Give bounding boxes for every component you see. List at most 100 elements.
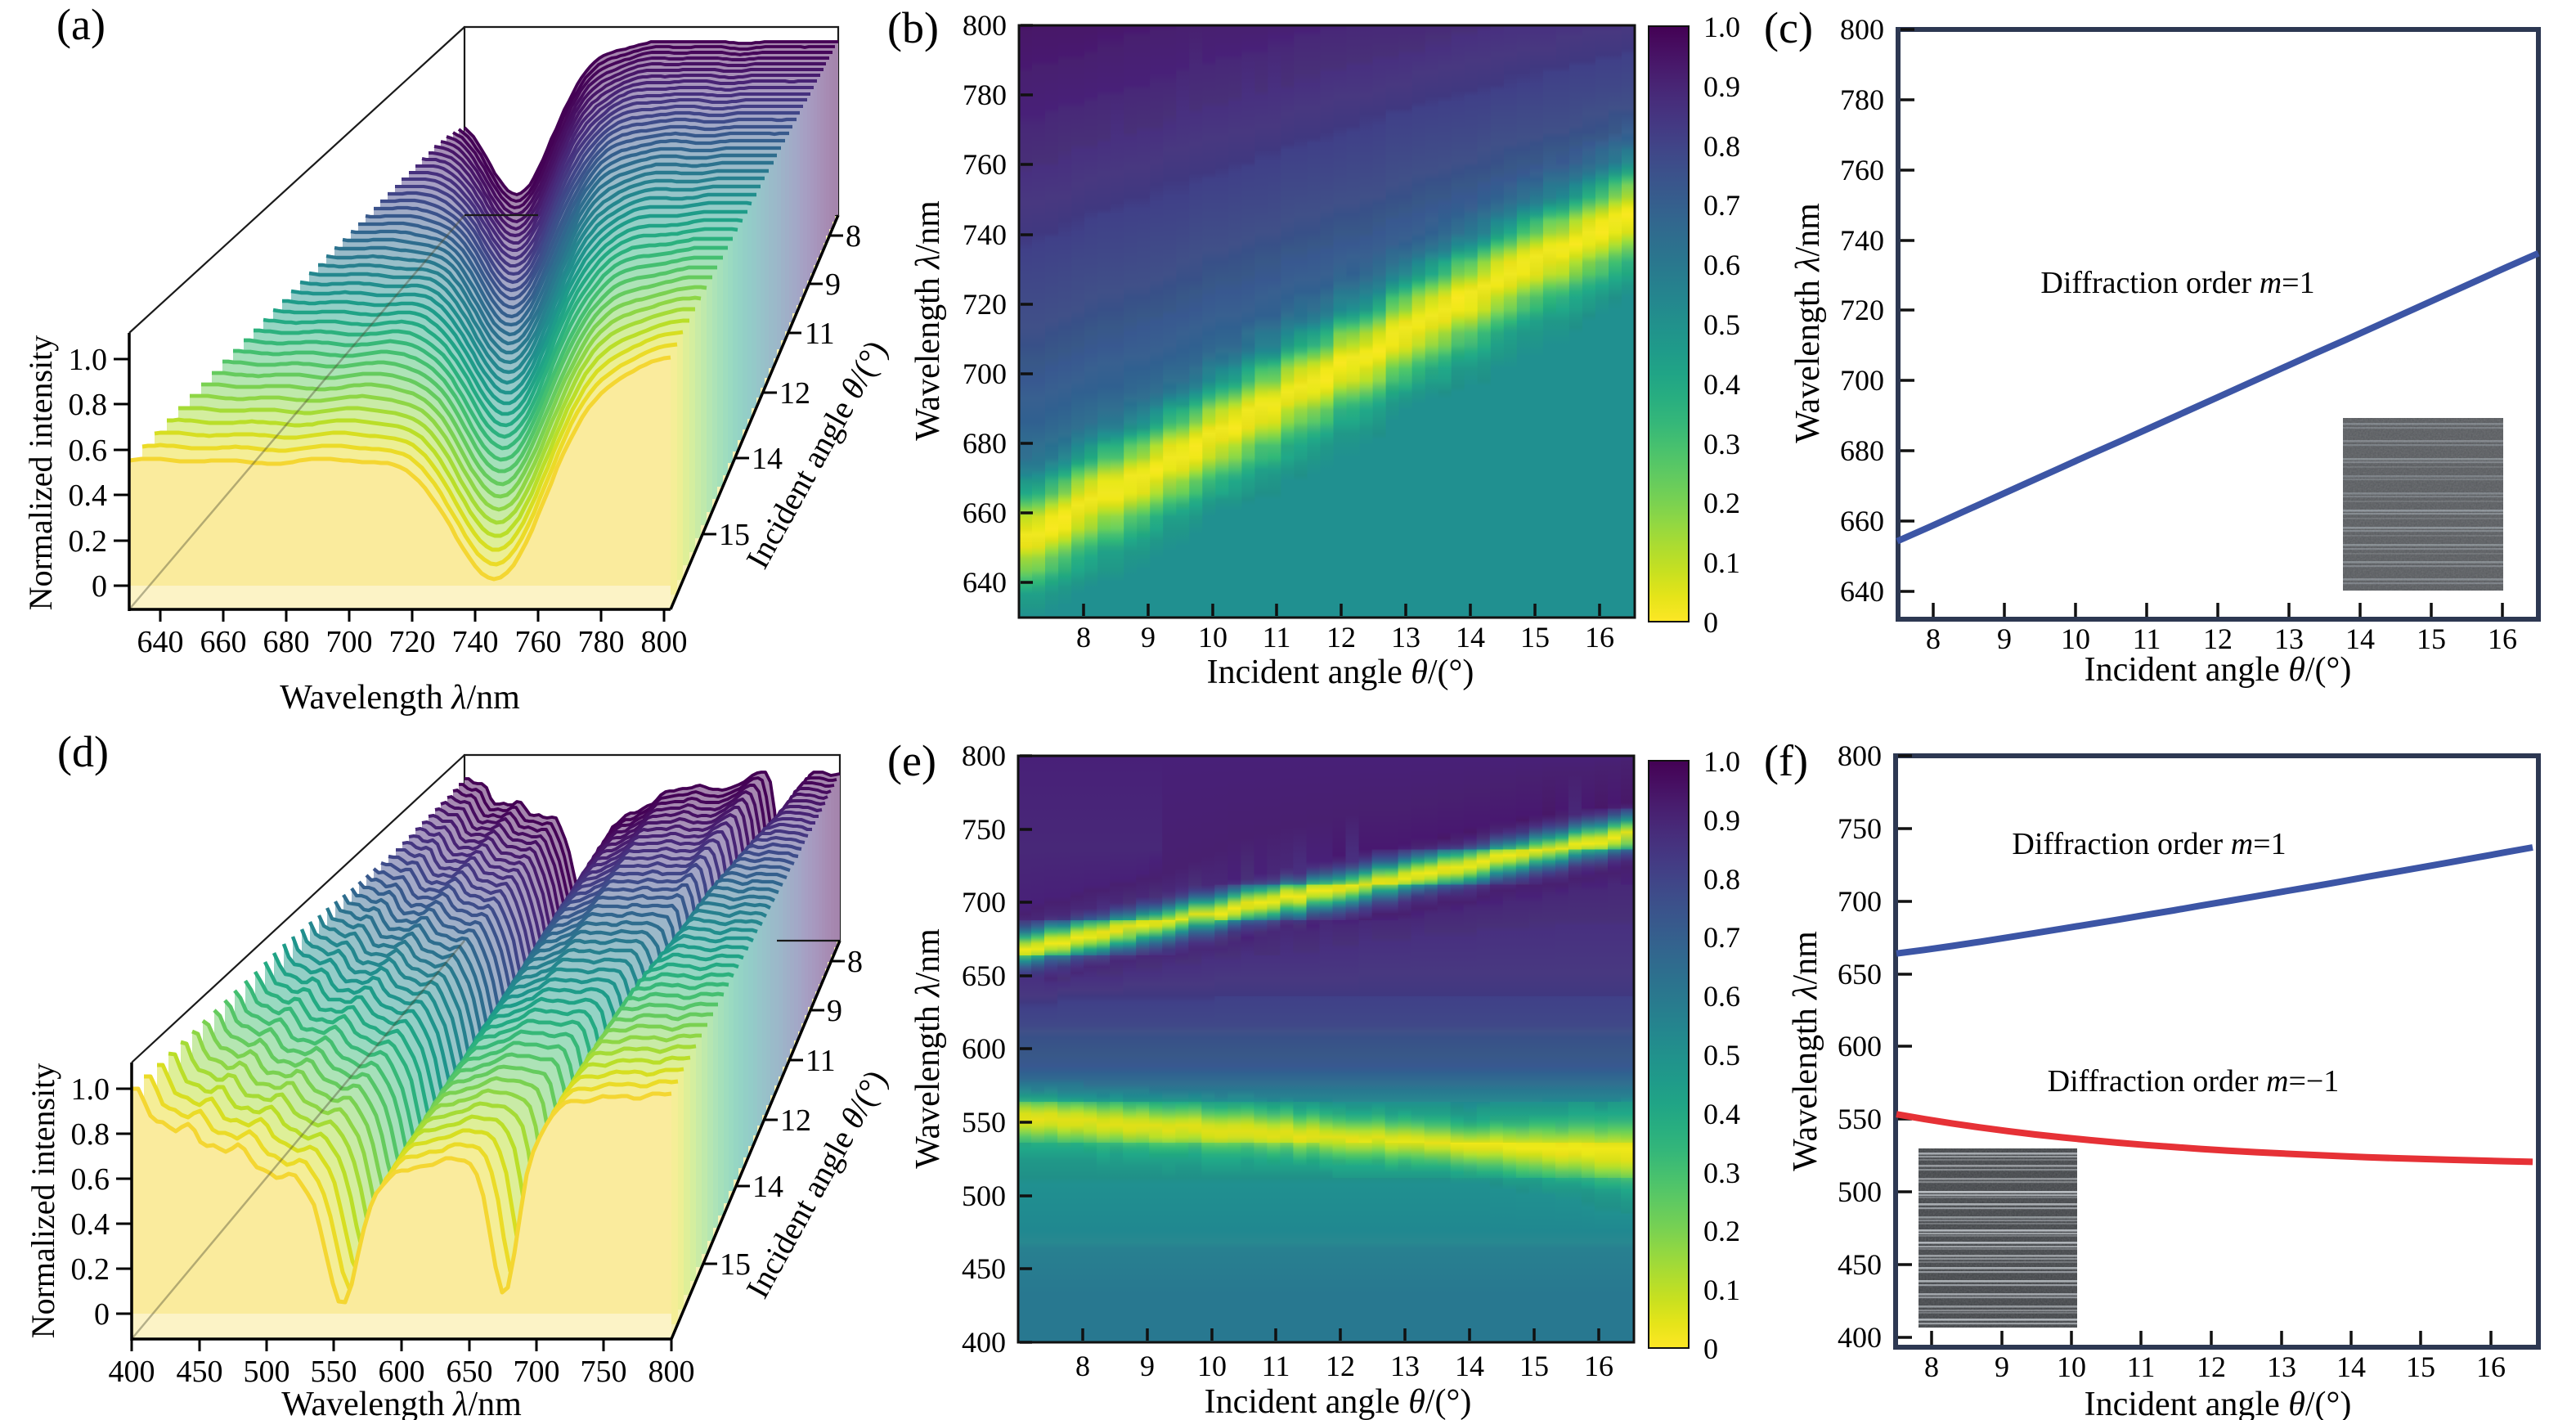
svg-text:760: 760 [963,148,1007,181]
svg-text:650: 650 [962,959,1006,992]
svg-text:Wavelength λ/nm: Wavelength λ/nm [280,679,520,717]
svg-text:640: 640 [963,566,1007,599]
svg-text:720: 720 [389,625,436,659]
svg-text:760: 760 [1840,154,1884,186]
svg-text:8: 8 [1076,621,1091,654]
svg-text:0.9: 0.9 [1703,804,1740,837]
svg-text:750: 750 [962,813,1006,846]
svg-text:13: 13 [2274,622,2304,655]
svg-text:11: 11 [1262,1350,1290,1382]
svg-text:600: 600 [379,1355,425,1389]
svg-text:10: 10 [2057,1350,2086,1383]
svg-text:0.3: 0.3 [1703,1157,1740,1189]
svg-text:1.0: 1.0 [1703,11,1740,43]
svg-text:550: 550 [962,1106,1006,1139]
svg-text:650: 650 [1838,958,1882,991]
svg-text:(f): (f) [1764,736,1808,785]
svg-text:(d): (d) [57,727,109,776]
svg-text:800: 800 [1838,739,1882,772]
svg-text:0.6: 0.6 [1703,980,1740,1013]
svg-text:16: 16 [1584,1350,1613,1382]
svg-text:640: 640 [1840,575,1884,608]
svg-text:720: 720 [1840,294,1884,326]
svg-text:13: 13 [1391,621,1420,654]
svg-text:0.4: 0.4 [1703,1098,1740,1130]
svg-text:0.8: 0.8 [1703,130,1740,163]
svg-text:0.3: 0.3 [1703,428,1740,461]
svg-text:14: 14 [752,442,783,476]
svg-text:Wavelength λ/nm: Wavelength λ/nm [1789,203,1827,443]
svg-text:450: 450 [1838,1248,1882,1281]
svg-text:Normalized intensity: Normalized intensity [22,335,59,611]
svg-text:0.2: 0.2 [71,1252,110,1287]
svg-text:8: 8 [847,945,863,979]
svg-text:12: 12 [2197,1350,2226,1383]
svg-text:780: 780 [963,79,1007,111]
svg-text:0.2: 0.2 [1703,487,1740,519]
svg-text:660: 660 [200,625,247,659]
svg-text:550: 550 [311,1355,357,1389]
svg-text:700: 700 [326,625,373,659]
svg-text:13: 13 [1390,1350,1420,1382]
svg-text:Incident angle θ/(°): Incident angle θ/(°) [2085,651,2352,689]
svg-text:660: 660 [963,497,1007,529]
svg-text:550: 550 [1838,1103,1882,1135]
svg-text:740: 740 [1840,224,1884,257]
svg-text:650: 650 [447,1355,493,1389]
svg-text:400: 400 [962,1326,1006,1359]
svg-text:750: 750 [1838,812,1882,845]
svg-text:0.8: 0.8 [71,1117,110,1152]
svg-text:Wavelength λ/nm: Wavelength λ/nm [281,1386,522,1420]
svg-text:0.6: 0.6 [71,1162,110,1197]
svg-text:800: 800 [962,739,1006,772]
svg-text:0.5: 0.5 [1703,308,1740,341]
svg-text:8: 8 [1924,1350,1939,1383]
svg-text:16: 16 [2488,622,2517,655]
svg-text:400: 400 [109,1355,155,1389]
svg-text:14: 14 [2336,1350,2366,1383]
svg-text:500: 500 [962,1180,1006,1212]
svg-text:14: 14 [752,1170,783,1204]
svg-text:0.4: 0.4 [69,479,108,513]
svg-text:1.0: 1.0 [71,1072,110,1107]
svg-text:780: 780 [1840,83,1884,116]
svg-text:14: 14 [1455,1350,1484,1382]
svg-text:12: 12 [1326,621,1356,654]
svg-text:11: 11 [2133,622,2161,655]
svg-text:15: 15 [1520,621,1550,654]
svg-text:15: 15 [1519,1350,1549,1382]
svg-text:0.4: 0.4 [71,1207,110,1242]
svg-text:680: 680 [1840,434,1884,467]
svg-text:0.1: 0.1 [1703,546,1740,579]
svg-text:(b): (b) [887,3,939,52]
svg-text:700: 700 [514,1355,560,1389]
svg-text:10: 10 [2061,622,2090,655]
svg-text:0: 0 [1703,606,1718,639]
svg-text:8: 8 [1926,622,1941,655]
svg-text:Diffraction order m=−1: Diffraction order m=−1 [2048,1064,2340,1099]
svg-text:700: 700 [963,357,1007,390]
svg-text:14: 14 [2345,622,2375,655]
svg-text:(e): (e) [887,736,936,785]
svg-text:450: 450 [962,1252,1006,1285]
svg-text:10: 10 [1197,1350,1227,1382]
svg-text:780: 780 [578,625,625,659]
svg-text:0.2: 0.2 [69,524,108,559]
svg-text:800: 800 [963,9,1007,42]
svg-text:0.8: 0.8 [1703,863,1740,896]
svg-text:0.7: 0.7 [1703,189,1740,222]
svg-text:500: 500 [244,1355,290,1389]
svg-text:700: 700 [962,886,1006,919]
svg-text:0.7: 0.7 [1703,921,1740,954]
svg-text:Incident angle θ/(°): Incident angle θ/(°) [1207,654,1474,691]
svg-text:11: 11 [805,317,835,351]
svg-text:10: 10 [1198,621,1227,654]
svg-text:12: 12 [780,1103,811,1138]
svg-text:13: 13 [2267,1350,2296,1383]
svg-text:660: 660 [1840,505,1884,537]
svg-text:15: 15 [2406,1350,2435,1383]
svg-text:Incident angle θ/(°): Incident angle θ/(°) [2085,1386,2352,1420]
svg-text:12: 12 [779,376,810,411]
svg-text:0: 0 [1703,1332,1718,1365]
svg-text:9: 9 [1141,621,1156,654]
